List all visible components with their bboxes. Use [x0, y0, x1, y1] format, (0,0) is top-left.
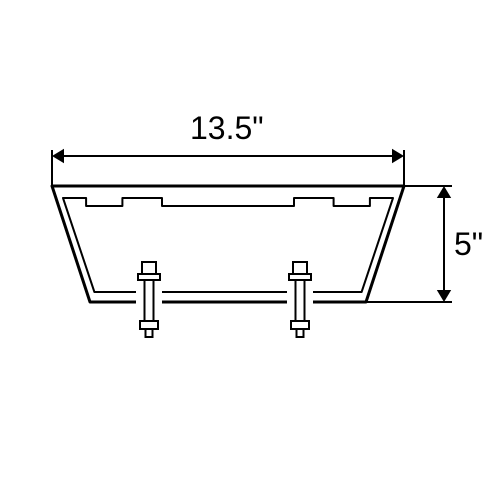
dimension-diagram: 13.5" 5" — [0, 0, 500, 500]
dimension-height-label: 5" — [454, 226, 483, 263]
diagram-svg — [0, 0, 500, 500]
dimension-width-label: 13.5" — [190, 110, 264, 147]
